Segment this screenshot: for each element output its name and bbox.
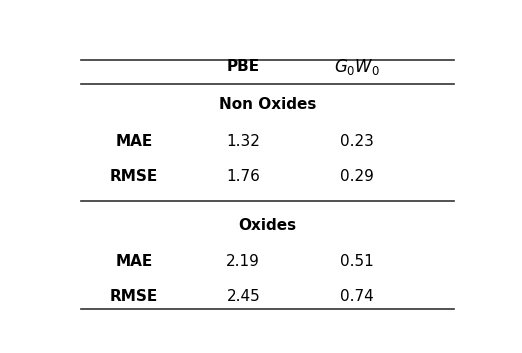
Text: MAE: MAE [115, 134, 152, 149]
Text: 0.74: 0.74 [340, 289, 373, 304]
Text: 0.51: 0.51 [340, 254, 373, 269]
Text: 1.76: 1.76 [227, 169, 260, 184]
Text: RMSE: RMSE [110, 289, 158, 304]
Text: $\mathit{G_0W_0}$: $\mathit{G_0W_0}$ [334, 57, 379, 77]
Text: RMSE: RMSE [110, 169, 158, 184]
Text: 2.19: 2.19 [227, 254, 260, 269]
Text: MAE: MAE [115, 254, 152, 269]
Text: Oxides: Oxides [239, 219, 296, 233]
Text: Non Oxides: Non Oxides [219, 97, 316, 112]
Text: 0.29: 0.29 [340, 169, 373, 184]
Text: 2.45: 2.45 [227, 289, 260, 304]
Text: PBE: PBE [227, 59, 260, 74]
Text: 1.32: 1.32 [227, 134, 260, 149]
Text: 0.23: 0.23 [340, 134, 373, 149]
